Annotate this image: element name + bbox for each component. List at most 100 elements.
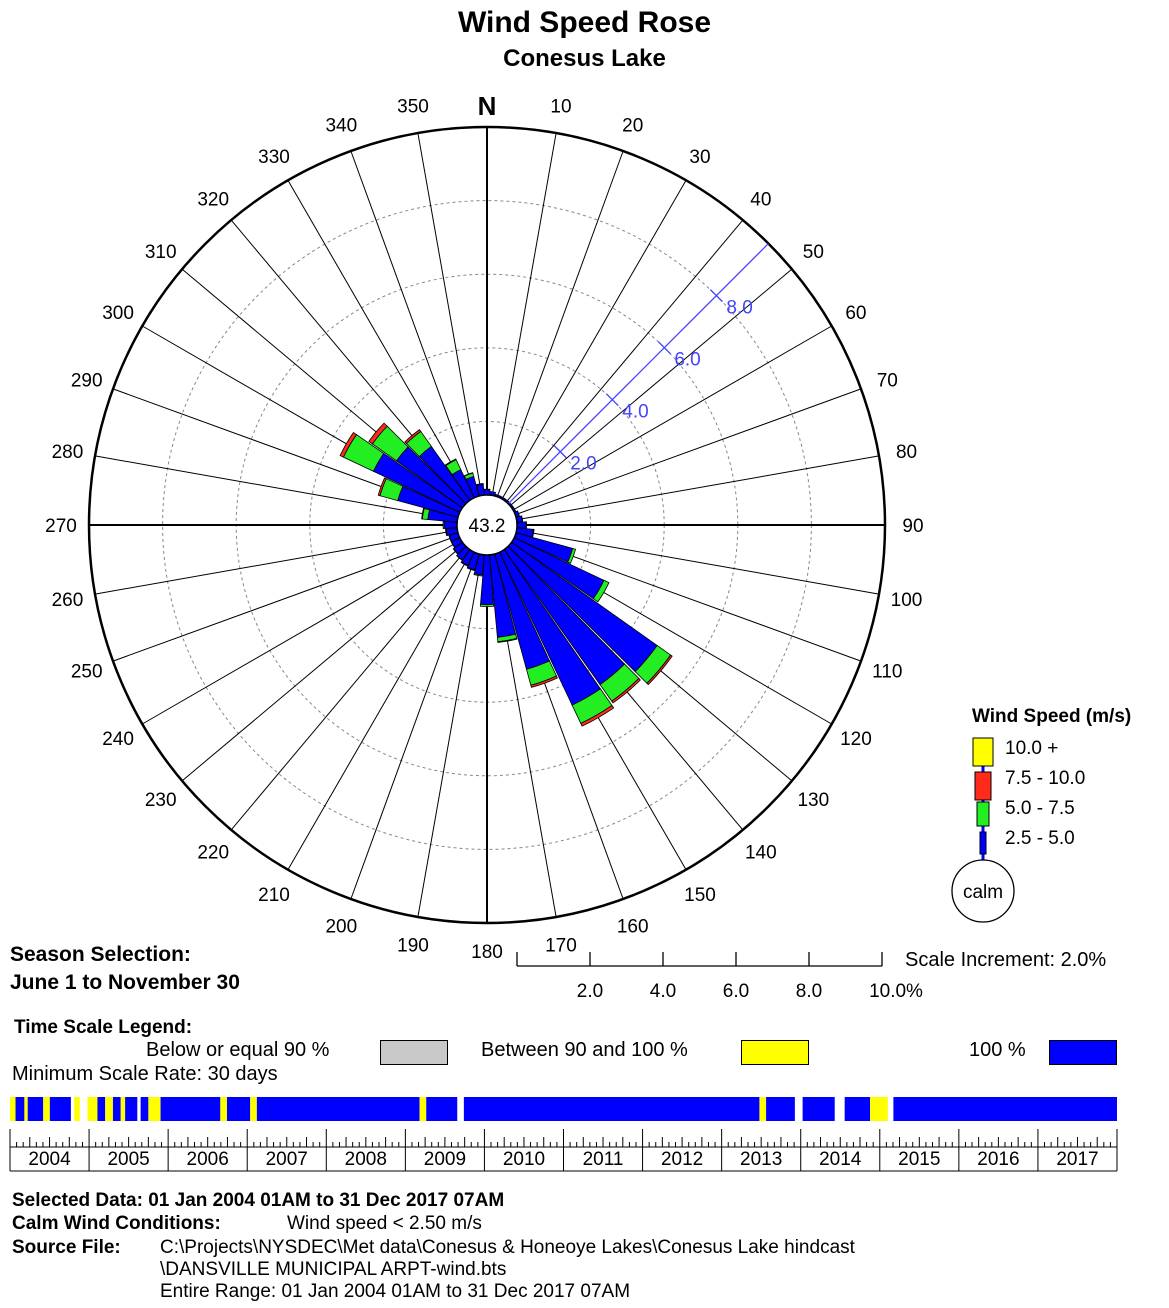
direction-spoke (512, 325, 832, 511)
inline-scale-tick (553, 445, 567, 459)
timeline-segment (426, 1097, 458, 1121)
axis-label: 8.0 (796, 981, 822, 1002)
timeline-segment (766, 1097, 795, 1121)
direction-spoke (287, 180, 473, 500)
direction-label-220: 220 (197, 842, 229, 863)
direction-label-290: 290 (71, 370, 103, 391)
inline-scale-label: 6.0 (674, 350, 700, 371)
inline-scale-label: 4.0 (622, 402, 648, 423)
legend-item-5-7-5: 5.0 - 7.5 (1005, 798, 1075, 819)
direction-label-310: 310 (145, 242, 177, 263)
year-label-2005: 2005 (107, 1149, 149, 1170)
inline-scale: 2.0 4.0 6.0 8.0 (507, 243, 769, 505)
below90-swatch (380, 1040, 448, 1065)
full-swatch (1049, 1040, 1117, 1065)
source-file-line1: C:\Projects\NYSDEC\Met data\Conesus & Ho… (160, 1237, 855, 1258)
outer-ring (87, 125, 887, 925)
season-label: Season Selection: (10, 943, 191, 966)
sector-240-bin-1 (450, 541, 456, 549)
source-file-line2: \DANSVILLE MUNICIPAL ARPT-wind.bts (160, 1259, 507, 1280)
direction-spoke (142, 539, 462, 725)
direction-label-190: 190 (397, 936, 429, 957)
sector-90-bin-0 (516, 521, 527, 529)
direction-label-200: 200 (325, 916, 357, 937)
direction-labels: 10 20 30 40 50 60 70 80 90 100 110 120 130 140 150 160 1… (45, 91, 923, 963)
direction-label-180: 180 (471, 942, 503, 963)
year-label-2015: 2015 (898, 1149, 940, 1170)
sector-120-bin-1 (592, 579, 610, 603)
timeline-segment (97, 1097, 106, 1121)
sector-230-bin-1 (452, 548, 459, 555)
year-label-2017: 2017 (1056, 1149, 1098, 1170)
year-label-2006: 2006 (187, 1149, 229, 1170)
direction-label-340: 340 (325, 116, 357, 137)
direction-label-280: 280 (52, 442, 84, 463)
direction-label-50: 50 (803, 242, 824, 263)
direction-label-320: 320 (197, 190, 229, 211)
legend-item-2-5-5: 2.5 - 5.0 (1005, 828, 1075, 849)
legend-calm-label: calm (963, 882, 1003, 903)
timeline-segment (250, 1097, 257, 1121)
direction-label-60: 60 (845, 303, 866, 324)
scale-increment: Scale Increment: 2.0% (905, 949, 1107, 971)
inline-scale-tick (657, 341, 671, 355)
sector-160-bin-2 (530, 675, 558, 688)
direction-label-150: 150 (684, 885, 716, 906)
timeline-segment (140, 1097, 149, 1121)
north-label: N (478, 91, 497, 121)
sector-290-bin-2 (377, 477, 387, 497)
direction-label-330: 330 (258, 147, 290, 168)
direction-spoke (287, 550, 473, 870)
year-label-2014: 2014 (819, 1149, 862, 1170)
direction-spoke (350, 150, 478, 497)
direction-label-100: 100 (891, 590, 923, 611)
axis-label: 6.0 (723, 981, 749, 1002)
sector-190-bin-1 (473, 573, 483, 577)
timeline-segment (160, 1097, 221, 1121)
direction-label-90: 90 (902, 516, 923, 537)
direction-spoke (350, 553, 478, 900)
direction-label-20: 20 (622, 116, 643, 137)
min-scale-rate: Minimum Scale Rate: 30 days (12, 1063, 278, 1085)
legend-title: Wind Speed (m/s) (972, 706, 1132, 727)
direction-label-30: 30 (689, 147, 710, 168)
direction-label-120: 120 (840, 729, 872, 750)
entire-range: Entire Range: 01 Jan 2004 01AM to 31 Dec… (160, 1281, 631, 1302)
legend-swatch-0 (972, 737, 994, 767)
direction-label-40: 40 (750, 190, 771, 211)
timeline-segment (87, 1097, 98, 1121)
axis-label: 10.0% (869, 981, 923, 1002)
scale-axis: 2.0 4.0 6.0 8.0 10.0% (516, 952, 923, 1002)
inline-scale-label: 8.0 (726, 298, 752, 319)
year-label-2012: 2012 (661, 1149, 703, 1170)
direction-spoke (505, 219, 744, 503)
sector-200-bin-1 (466, 566, 476, 572)
sector-310-bin-2 (368, 422, 388, 445)
direction-spoke (516, 529, 880, 595)
direction-label-130: 130 (797, 790, 829, 811)
legend-item-10plus: 10.0 + (1005, 738, 1059, 759)
direction-label-110: 110 (872, 662, 902, 683)
direction-label-80: 80 (896, 442, 917, 463)
season-range: June 1 to November 30 (10, 971, 240, 994)
direction-spoke (509, 268, 793, 507)
direction-label-300: 300 (102, 303, 134, 324)
sector-110-bin-1 (567, 547, 577, 564)
timeline-segment (43, 1097, 50, 1121)
year-label-2008: 2008 (345, 1149, 387, 1170)
inline-scale-tick (605, 393, 619, 407)
direction-spoke (516, 455, 880, 521)
timeline: 2004 2005 2006 2007 2008 2009 2010 2011 2012 2013… (9, 1097, 1118, 1172)
direction-spoke (112, 534, 459, 662)
timeline-segment (24, 1097, 28, 1121)
timeline-segment (74, 1097, 80, 1121)
timeline-segment (105, 1097, 113, 1121)
calm-conditions-value: Wind speed < 2.50 m/s (287, 1213, 482, 1234)
direction-spoke (417, 132, 483, 496)
between-label: Between 90 and 100 % (481, 1039, 688, 1061)
sector-250-bin-1 (448, 534, 452, 543)
sector-170-bin-2 (497, 637, 518, 643)
legend-calm-circle (951, 859, 1015, 923)
legend-graphics: calm (951, 737, 1015, 923)
